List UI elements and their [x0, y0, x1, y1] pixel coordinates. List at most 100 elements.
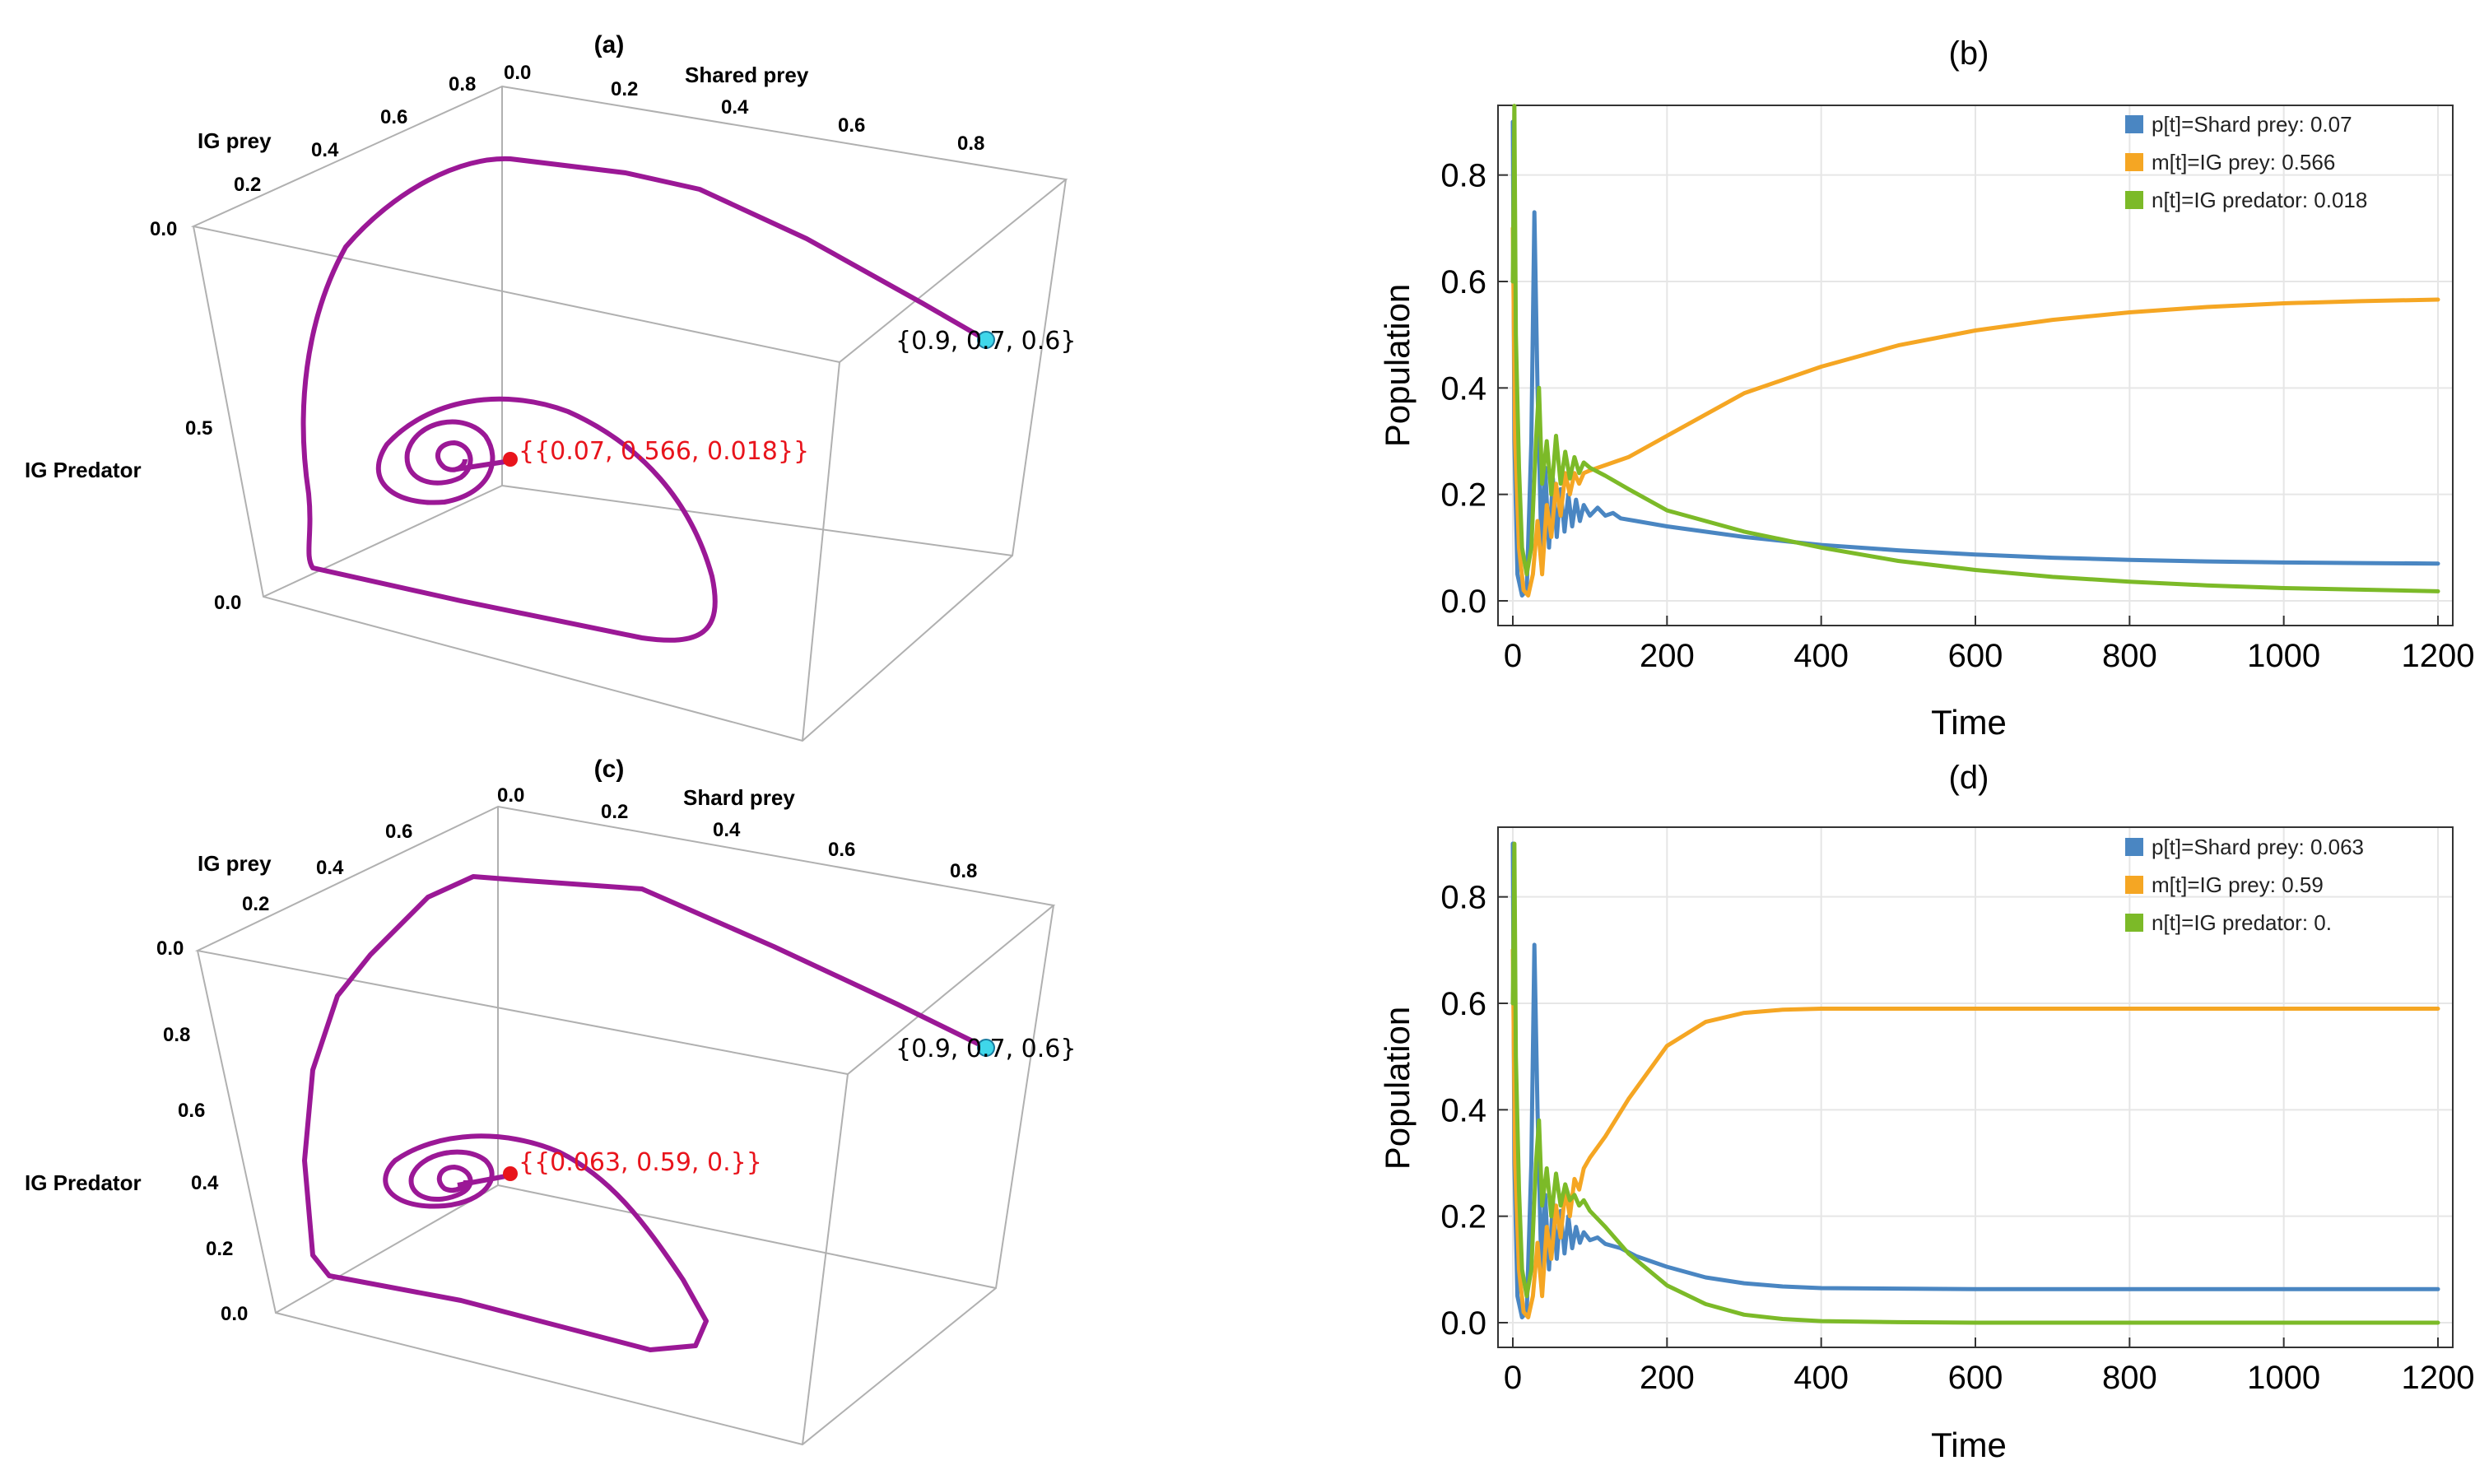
panel-d-y-tick-label: 0.8: [1440, 880, 1486, 916]
panel-a-start-marker: [977, 331, 995, 349]
panel-d-x-tick-label: 0: [1504, 1360, 1522, 1396]
panel-a-x-tick: 0.2: [611, 78, 638, 100]
panel-c-x-tick: 0.0: [497, 784, 524, 807]
panel-d-y-tick-label: 0.2: [1440, 1199, 1486, 1235]
panel-d-legend-label: n[t]=IG predator: 0.: [2152, 910, 2332, 935]
panel-b-grid: [1498, 105, 2453, 626]
panel-b-legend-swatch: [2125, 191, 2143, 209]
panel-d-legend: p[t]=Shard prey: 0.063 m[t]=IG prey: 0.59…: [2125, 835, 2364, 935]
panel-b-x-tick-label: 600: [1948, 638, 2003, 674]
panel-b-legend-swatch: [2125, 153, 2143, 171]
panel-c-z-tick: 0.4: [191, 1172, 219, 1194]
panel-a-trajectory: [300, 156, 988, 643]
panel-d-x-tick-label: 800: [2102, 1360, 2157, 1396]
panel-b-y-ticks: 0.0 0.2 0.4 0.6 0.8: [1440, 158, 1508, 620]
panel-c-equilibrium-marker: [503, 1166, 518, 1181]
panel-d-legend-swatch: [2125, 876, 2143, 894]
panel-d-x-tick-label: 400: [1793, 1360, 1849, 1396]
panel-d-x-ticks: 0 200 400 600 800 1000 1200: [1504, 1337, 2475, 1396]
panel-b-y-tick-label: 0.2: [1440, 477, 1486, 514]
panel-c-y-tick: 0.0: [156, 937, 184, 960]
panel-b-series-ig-predator: [1510, 104, 2440, 593]
panel-d-series-shared-prey: [1510, 841, 2440, 1319]
panel-b-title: (b): [1949, 35, 1989, 72]
panel-d-x-tick-label: 200: [1640, 1360, 1695, 1396]
panel-b-y-tick-label: 0.4: [1440, 370, 1486, 407]
panel-c-y-tick: 0.4: [316, 857, 344, 879]
panel-b-y-tick-label: 0.6: [1440, 264, 1486, 300]
panel-a-x-tick: 0.6: [838, 114, 865, 137]
panel-d-y-tick-label: 0.6: [1440, 986, 1486, 1022]
panel-d-y-label: Population: [1378, 1007, 1417, 1170]
panel-b-x-tick-label: 1200: [2402, 638, 2475, 674]
panel-d-legend-label: p[t]=Shard prey: 0.063: [2152, 835, 2364, 859]
panel-c-y-tick: 0.6: [385, 821, 412, 843]
panel-d-series-group: [1510, 841, 2440, 1325]
panel-a-y-tick: 0.2: [234, 174, 261, 196]
panel-b-y-label: Population: [1378, 284, 1417, 448]
panel-b-legend-label: m[t]=IG prey: 0.566: [2152, 150, 2335, 174]
panel-b-x-tick-label: 800: [2102, 638, 2157, 674]
panel-a-x-tick: 0.4: [721, 96, 749, 119]
panel-d-title: (d): [1949, 760, 1989, 796]
panel-a-x-tick: 0.8: [957, 133, 984, 155]
panel-b-legend-label: p[t]=Shard prey: 0.07: [2152, 112, 2352, 137]
panel-b-x-tick-label: 0: [1504, 638, 1522, 674]
panel-b-x-tick-label: 400: [1793, 638, 1849, 674]
panel-b-legend-swatch: [2125, 115, 2143, 133]
panel-a-x-label: Shared prey: [685, 63, 809, 87]
panel-c-start-marker: [977, 1039, 995, 1057]
panel-c-start-label: {0.9, 0.7, 0.6}: [896, 1035, 1076, 1063]
panel-d-y-tick-label: 0.0: [1440, 1305, 1486, 1342]
panel-c-title: (c): [594, 756, 625, 783]
panel-c-trajectory: [302, 874, 988, 1352]
panel-a-y-tick: 0.6: [380, 106, 407, 128]
panel-a-z-tick: 0.5: [185, 417, 212, 440]
panel-b-line-chart: (b) 0 200 400 600 800 1000 1200 0.00.20.40.60.…: [1378, 35, 2474, 742]
panel-a-title: (a): [594, 31, 625, 58]
panel-d-x-tick-label: 1000: [2247, 1360, 2320, 1396]
panel-a-y-tick: 0.4: [311, 139, 339, 161]
panel-d-series-ig-predator: [1510, 841, 2440, 1325]
panel-d-legend-swatch: [2125, 838, 2143, 856]
panel-a-y-label: IG prey: [198, 128, 272, 153]
panel-a-3d-plot: (a) Shared prey 0.0 0.2 0.4 0.6 0.8 IG p…: [25, 31, 1076, 742]
panel-b-y-tick-label: 0.0: [1440, 584, 1486, 620]
panel-a-y-tick: 0.8: [449, 73, 476, 95]
panel-a-z-tick: 0.0: [214, 592, 241, 614]
panel-b-series-shared-prey: [1510, 119, 2440, 598]
panel-c-z-tick: 0.8: [163, 1024, 190, 1046]
panel-d-y-ticks: 0.0 0.2 0.4 0.6 0.8: [1440, 880, 1508, 1342]
panel-b-legend-label: n[t]=IG predator: 0.018: [2152, 188, 2367, 212]
panel-c-y-tick: 0.2: [242, 893, 269, 915]
panel-b-series-group: [1510, 104, 2440, 598]
panel-c-x-tick: 0.4: [713, 819, 741, 841]
panel-d-x-tick-label: 600: [1948, 1360, 2003, 1396]
panel-d-x-label: Time: [1931, 1426, 2007, 1464]
panel-d-legend-label: m[t]=IG prey: 0.59: [2152, 872, 2324, 897]
panel-d-grid: [1498, 827, 2453, 1347]
panel-c-3d-plot: (c) Shard prey 0.0 0.2 0.4 0.6 0.8 IG pr…: [25, 756, 1076, 1446]
panel-d-x-tick-label: 1200: [2402, 1360, 2475, 1396]
panel-d-legend-swatch: [2125, 914, 2143, 932]
panel-b-y-tick-label: 0.8: [1440, 158, 1486, 194]
panel-c-z-label: IG Predator: [25, 1170, 142, 1195]
panel-c-z-tick: 0.0: [221, 1303, 248, 1325]
panel-d-y-tick-label: 0.4: [1440, 1092, 1486, 1128]
panel-a-start-label: {0.9, 0.7, 0.6}: [896, 327, 1076, 356]
panel-a-x-tick: 0.0: [504, 62, 531, 84]
panel-b-x-tick-label: 200: [1640, 638, 1695, 674]
panel-c-z-tick: 0.6: [178, 1100, 205, 1122]
panel-b-x-tick-label: 1000: [2247, 638, 2320, 674]
panel-d-series-ig-prey: [1510, 947, 2440, 1319]
panel-a-z-label: IG Predator: [25, 458, 142, 482]
panel-b-x-label: Time: [1931, 703, 2007, 742]
panel-c-equilibrium-label: {{0.063, 0.59, 0.}}: [519, 1148, 762, 1177]
panel-b-legend: p[t]=Shard prey: 0.07 m[t]=IG prey: 0.566…: [2125, 112, 2367, 212]
panel-c-x-tick: 0.6: [828, 839, 855, 861]
panel-c-y-label: IG prey: [198, 851, 272, 876]
panel-c-box: [194, 805, 1056, 1446]
panel-a-equilibrium-label: {{0.07, 0.566, 0.018}}: [519, 437, 809, 466]
panel-b-x-ticks: 0 200 400 600 800 1000 1200: [1504, 616, 2475, 674]
